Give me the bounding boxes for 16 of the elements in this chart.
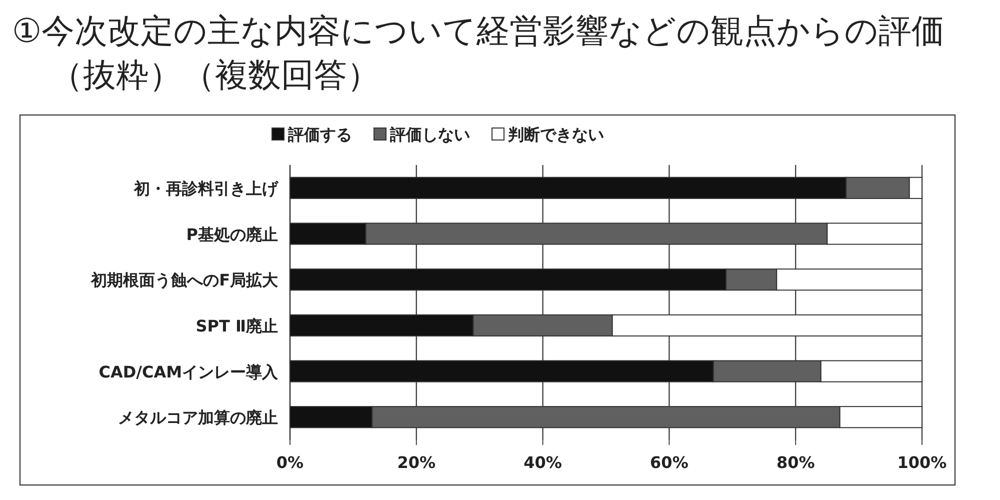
y-tick-label: 初・再診料引き上げ [133, 178, 279, 198]
x-tick-label: 0% [276, 453, 304, 472]
legend-label: 評価しない [389, 125, 470, 144]
x-tick-label: 20% [397, 453, 436, 472]
x-tick-label: 80% [776, 453, 815, 472]
y-tick-label: CAD/CAMインレー導入 [98, 362, 279, 382]
y-tick-label: メタルコア加算の廃止 [118, 408, 278, 428]
y-tick-label: SPT Ⅱ廃止 [196, 316, 278, 336]
y-tick-label: P基処の廃止 [186, 224, 278, 244]
x-tick-label: 40% [524, 453, 562, 472]
chart-title: ①今次改定の主な内容について経営影響などの観点からの評価（抜粋）（複数回答） [12, 11, 945, 94]
x-tick-label: 60% [650, 453, 688, 472]
legend-label: 判断できない [507, 125, 604, 144]
y-tick-label: 初期根面う蝕へのF局拡大 [90, 270, 279, 290]
x-tick-label: 100% [897, 453, 947, 472]
legend-label: 評価する [287, 125, 352, 144]
